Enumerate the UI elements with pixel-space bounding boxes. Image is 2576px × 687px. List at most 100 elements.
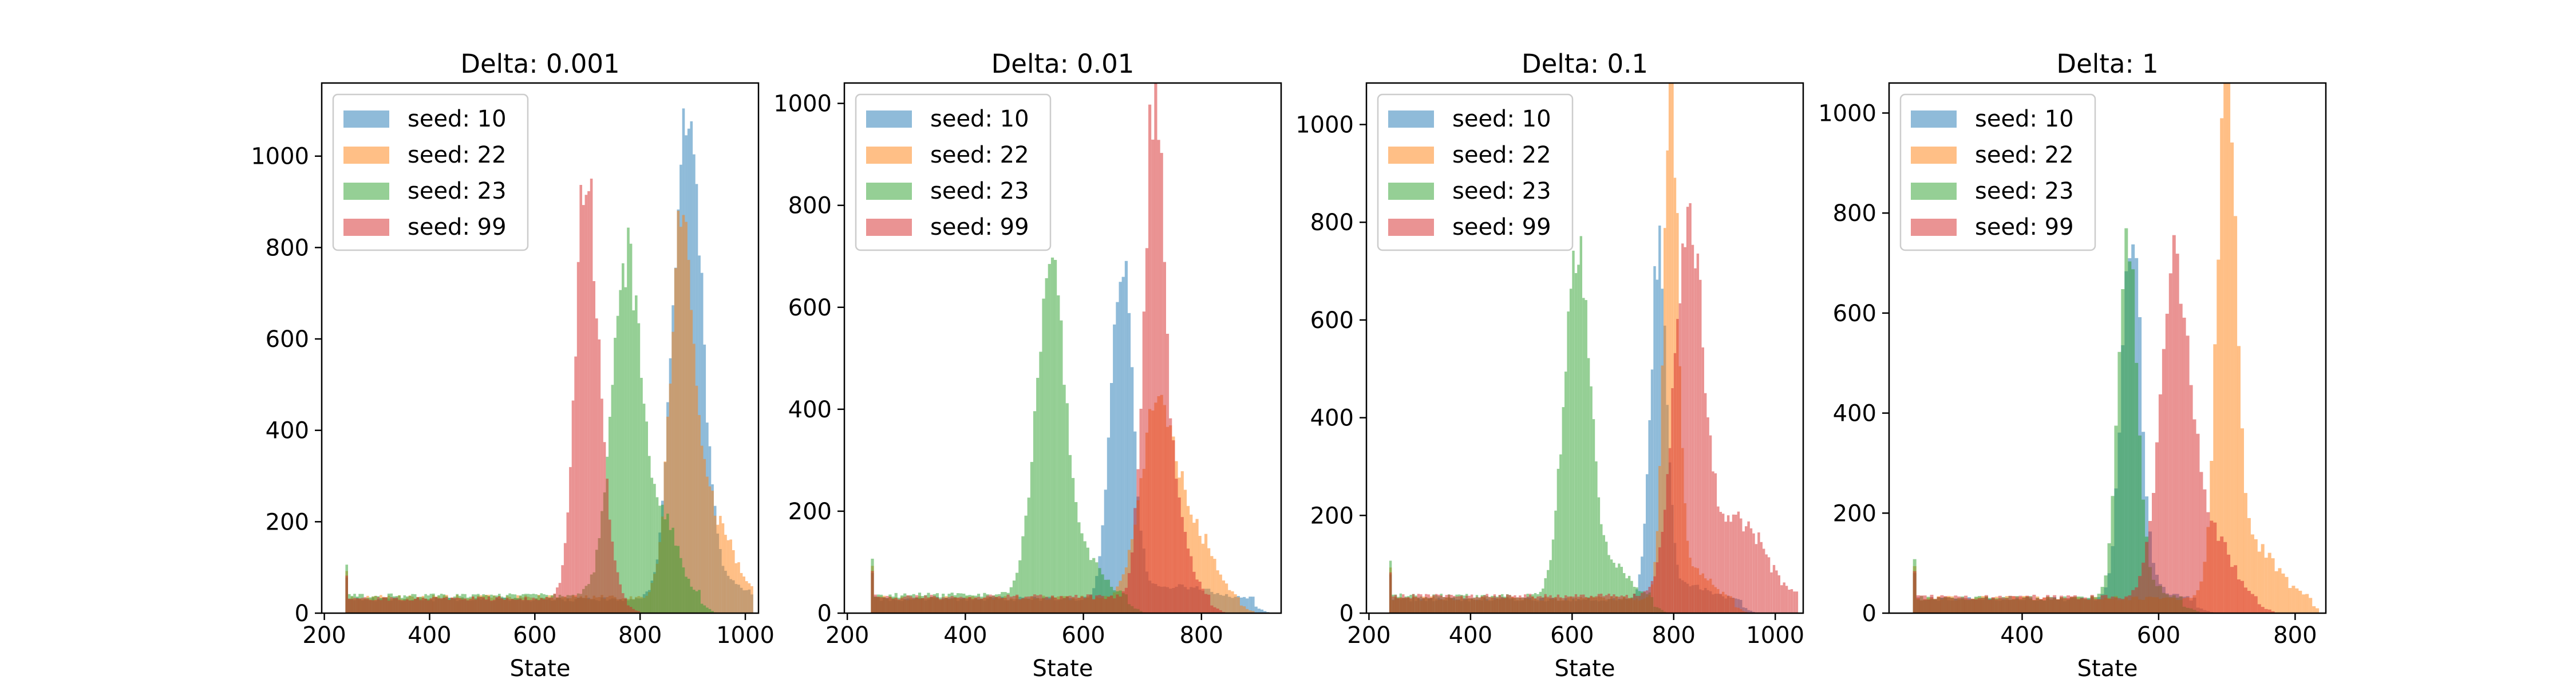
x-tick-label: 400 — [1449, 622, 1492, 649]
histogram-bar — [1260, 609, 1264, 613]
histogram-bar — [1104, 579, 1107, 613]
histogram-bar — [711, 491, 714, 613]
histogram-bar — [1511, 597, 1514, 613]
histogram-bar — [1101, 574, 1104, 613]
histogram-bar — [1610, 559, 1613, 613]
histogram-bar — [1030, 461, 1033, 613]
histogram-bar — [1033, 594, 1037, 613]
histogram-bar — [891, 599, 895, 613]
histogram-bar — [1119, 282, 1122, 613]
histogram-bar — [1562, 598, 1564, 613]
histogram-bar — [1127, 313, 1131, 613]
histogram-bar — [711, 611, 714, 613]
histogram-bar — [650, 477, 654, 613]
histogram-bar — [477, 597, 480, 613]
histogram-bar — [1577, 597, 1580, 613]
histogram-bar — [1630, 581, 1633, 613]
y-tick-label: 600 — [1833, 301, 1876, 327]
histogram-bar — [495, 597, 498, 613]
histogram-bar — [366, 598, 369, 613]
x-tick-label: 200 — [1347, 622, 1390, 649]
histogram-bar — [2234, 565, 2238, 613]
histogram-bar — [592, 281, 595, 613]
histogram-bar — [1974, 599, 1978, 613]
legend-label: seed: 10 — [408, 106, 507, 132]
histogram-bar — [385, 597, 388, 613]
histogram-bar — [2179, 303, 2183, 613]
histogram-bar — [703, 605, 706, 613]
histogram-bar — [1763, 548, 1765, 613]
histogram-bar — [1735, 515, 1737, 613]
histogram-bar — [1422, 598, 1425, 613]
histogram-bar — [1528, 594, 1532, 613]
histogram-bar — [1018, 599, 1022, 613]
x-tick-label: 1000 — [716, 622, 775, 649]
histogram-bar — [977, 597, 981, 613]
histogram-bar — [2241, 428, 2244, 613]
histogram-bar — [1239, 597, 1243, 613]
histogram-bar — [1478, 597, 1481, 613]
histogram-bar — [695, 385, 698, 613]
histogram-bar — [2114, 425, 2118, 613]
histogram-bar — [2076, 599, 2080, 613]
histogram-bar — [1930, 594, 1934, 613]
histogram-bar — [563, 543, 567, 613]
histogram-bar — [424, 598, 427, 613]
histogram-bar — [1587, 598, 1590, 613]
legend-label: seed: 22 — [1452, 142, 1551, 168]
histogram-bar — [1795, 591, 1799, 613]
histogram-bar — [1988, 599, 1992, 613]
legend-label: seed: 99 — [408, 214, 507, 240]
legend-swatch — [343, 183, 389, 200]
histogram-bar — [1110, 383, 1113, 613]
histogram-bar — [437, 598, 440, 613]
histogram-bar — [2128, 595, 2132, 613]
histogram-bar — [1042, 598, 1045, 613]
histogram-bar — [1503, 598, 1506, 613]
histogram-bar — [498, 596, 501, 613]
histogram-bar — [421, 598, 425, 613]
histogram-bar — [1696, 253, 1700, 613]
histogram-bar — [1154, 83, 1157, 613]
histogram-bar — [411, 600, 414, 613]
histogram-bar — [595, 318, 598, 613]
histogram-bar — [1060, 320, 1063, 613]
chart-panel-3: 200 400 600 800 100002004006008001000Delta: … — [1295, 49, 1804, 682]
histogram-bar — [1726, 515, 1730, 613]
y-tick-label: 800 — [1833, 200, 1876, 227]
histogram-bar — [1998, 595, 2002, 613]
histogram-bar — [2049, 597, 2053, 613]
histogram-bar — [1656, 562, 1659, 613]
axes-frame — [843, 82, 1282, 614]
series-group — [345, 108, 753, 614]
histogram-bar — [700, 445, 704, 613]
histogram-bar — [737, 562, 740, 613]
histogram-bar — [2111, 597, 2115, 613]
histogram-bar — [1605, 595, 1608, 613]
histogram-bar — [1098, 568, 1101, 613]
histogram-bar — [1943, 596, 1947, 613]
histogram-bar — [374, 599, 377, 613]
histogram-bar — [1201, 589, 1204, 613]
histogram-bar — [1564, 372, 1567, 613]
histogram-bar — [1648, 587, 1651, 613]
histogram-bar — [1724, 522, 1727, 613]
histogram-bar — [959, 597, 963, 613]
histogram-bar — [918, 598, 922, 613]
histogram-bar — [698, 415, 701, 613]
histogram-bar — [1661, 532, 1664, 613]
histogram-bar — [2220, 118, 2224, 613]
histogram-bar — [540, 598, 543, 613]
histogram-bar — [1183, 532, 1187, 613]
histogram-bar — [453, 598, 456, 613]
histogram-bar — [1072, 597, 1075, 613]
histogram-bar — [550, 597, 554, 613]
histogram-bar — [527, 600, 530, 613]
y-tick-label: 600 — [266, 326, 309, 353]
histogram-bar — [1691, 244, 1694, 613]
histogram-bar — [2022, 597, 2026, 613]
histogram-bar — [587, 191, 590, 613]
histogram-bar — [393, 598, 396, 613]
histogram-bar — [1440, 595, 1443, 613]
histogram-bar — [614, 338, 617, 613]
